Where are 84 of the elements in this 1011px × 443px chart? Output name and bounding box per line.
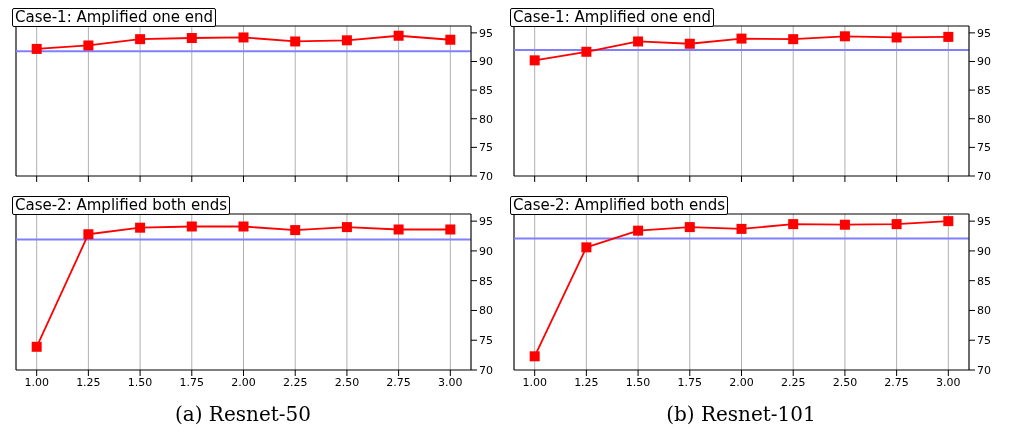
point bbox=[736, 33, 747, 44]
point bbox=[581, 242, 592, 253]
point bbox=[684, 222, 695, 233]
point bbox=[736, 223, 747, 234]
x-tick-label: 1.75 bbox=[179, 375, 205, 389]
point bbox=[891, 32, 902, 43]
y-tick-label: 85 bbox=[977, 274, 991, 288]
point bbox=[341, 222, 352, 233]
x-tick-label: 1.50 bbox=[127, 375, 153, 389]
y-tick-label: 70 bbox=[977, 363, 991, 377]
x-tick-label: 1.25 bbox=[574, 375, 599, 389]
point bbox=[238, 221, 249, 232]
point bbox=[135, 222, 146, 233]
x-tick-label: 2.00 bbox=[729, 375, 754, 389]
point bbox=[31, 43, 42, 54]
x-tick-label: 2.25 bbox=[780, 375, 806, 389]
chart-title: Case-1: Amplified one end bbox=[510, 8, 715, 27]
chart-title: Case-2: Amplified both ends bbox=[510, 196, 729, 215]
point bbox=[529, 351, 540, 362]
x-axis-title: (b) Resnet-101 bbox=[665, 402, 817, 426]
point bbox=[393, 224, 404, 235]
y-tick-label: 90 bbox=[977, 55, 991, 69]
chart-title: Case-1: Amplified one end bbox=[12, 8, 217, 27]
point bbox=[83, 40, 94, 51]
y-tick-label: 75 bbox=[977, 141, 991, 155]
point bbox=[83, 229, 94, 240]
y-tick-label: 70 bbox=[977, 169, 991, 183]
y-tick-label: 85 bbox=[479, 84, 493, 98]
point bbox=[445, 34, 456, 45]
chart-title: Case-2: Amplified both ends bbox=[12, 196, 231, 215]
point bbox=[788, 34, 799, 45]
y-tick-label: 95 bbox=[977, 215, 991, 229]
x-tick-label: 2.50 bbox=[832, 375, 858, 389]
point bbox=[839, 219, 850, 230]
point bbox=[839, 31, 850, 42]
y-tick-label: 85 bbox=[977, 84, 991, 98]
y-tick-label: 80 bbox=[479, 112, 493, 126]
point bbox=[393, 30, 404, 41]
y-tick-label: 80 bbox=[977, 304, 991, 318]
point bbox=[943, 216, 954, 227]
point bbox=[788, 219, 799, 230]
x-tick-label: 1.75 bbox=[677, 375, 703, 389]
point bbox=[445, 224, 456, 235]
y-tick-label: 95 bbox=[479, 26, 493, 40]
y-tick-label: 90 bbox=[479, 55, 493, 69]
point bbox=[633, 36, 644, 47]
x-tick-label: 1.00 bbox=[24, 375, 49, 389]
y-tick-label: 85 bbox=[479, 274, 493, 288]
point bbox=[529, 55, 540, 66]
x-tick-label: 1.00 bbox=[522, 375, 547, 389]
point bbox=[186, 221, 197, 232]
point bbox=[135, 34, 146, 45]
point bbox=[581, 46, 592, 57]
point bbox=[684, 38, 695, 49]
point bbox=[633, 225, 644, 236]
x-tick-label: 3.00 bbox=[936, 375, 961, 389]
y-tick-label: 70 bbox=[479, 363, 493, 377]
x-tick-label: 2.75 bbox=[386, 375, 411, 389]
point bbox=[31, 341, 42, 352]
y-tick-label: 90 bbox=[977, 244, 991, 258]
y-tick-label: 90 bbox=[479, 244, 493, 258]
x-tick-label: 3.00 bbox=[438, 375, 463, 389]
x-tick-label: 2.75 bbox=[884, 375, 909, 389]
point bbox=[290, 225, 301, 236]
point bbox=[186, 33, 197, 44]
point bbox=[290, 36, 301, 47]
y-tick-label: 95 bbox=[479, 215, 493, 229]
y-tick-label: 80 bbox=[479, 304, 493, 318]
x-tick-label: 2.50 bbox=[334, 375, 360, 389]
y-tick-label: 75 bbox=[977, 334, 991, 348]
y-tick-label: 70 bbox=[479, 169, 493, 183]
y-tick-label: 75 bbox=[479, 334, 493, 348]
y-tick-label: 80 bbox=[977, 112, 991, 126]
x-tick-label: 2.00 bbox=[231, 375, 256, 389]
point bbox=[238, 32, 249, 43]
y-tick-label: 95 bbox=[977, 26, 991, 40]
point bbox=[943, 31, 954, 42]
x-tick-label: 1.25 bbox=[76, 375, 101, 389]
point bbox=[341, 35, 352, 46]
y-tick-label: 75 bbox=[479, 141, 493, 155]
x-tick-label: 1.50 bbox=[625, 375, 651, 389]
x-tick-label: 2.25 bbox=[282, 375, 308, 389]
point bbox=[891, 219, 902, 230]
x-axis-title: (a) Resnet-50 bbox=[174, 402, 312, 426]
